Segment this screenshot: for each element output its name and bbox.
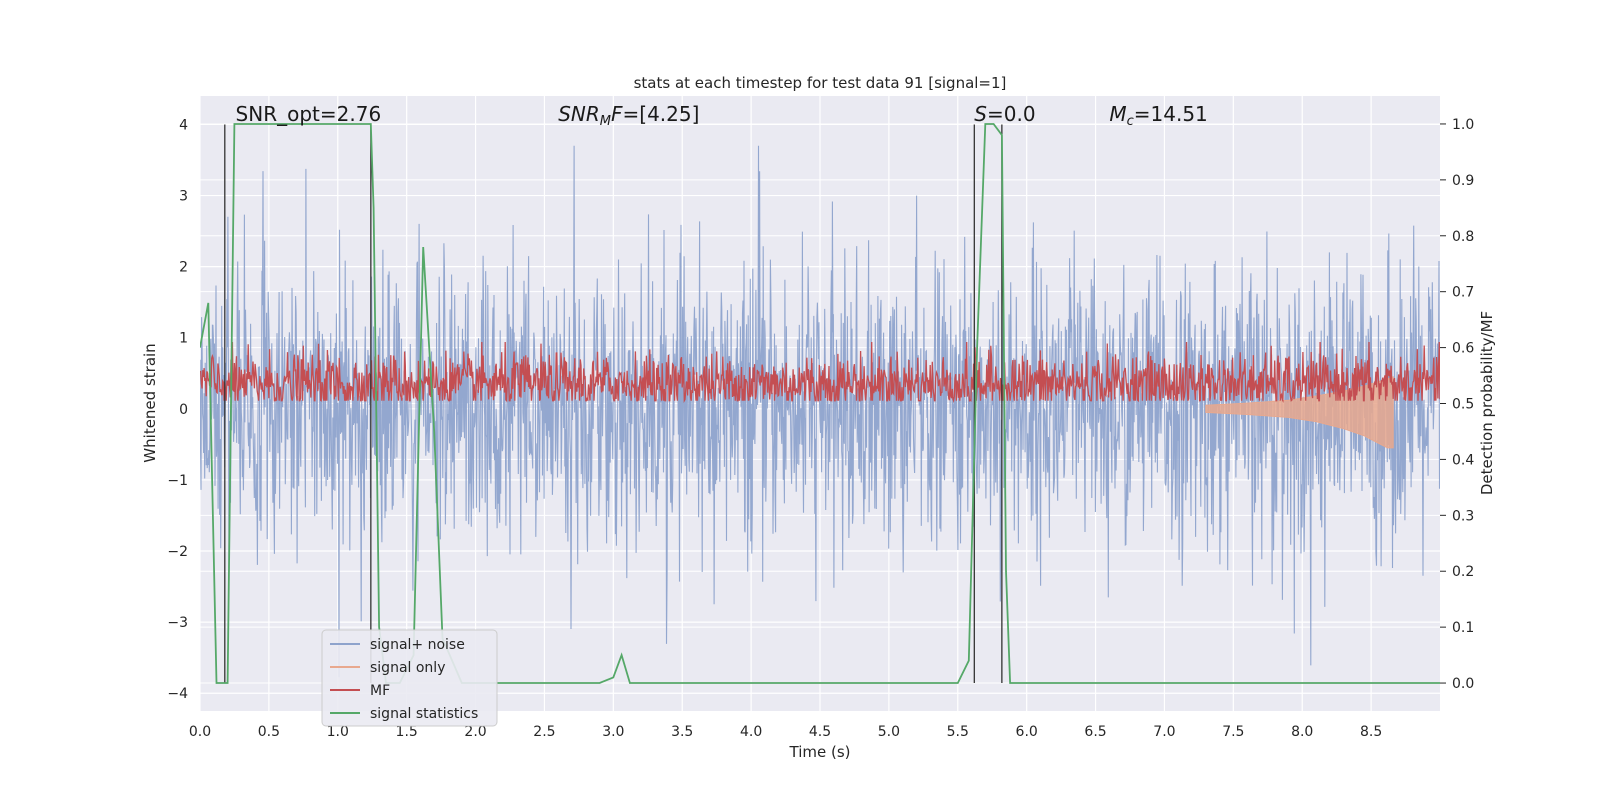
x-tick-label: 6.5 [1084,724,1106,740]
y-left-tick-label: −2 [167,544,188,560]
annotation-2: S=0.0 [974,102,1035,126]
x-axis-ticks: 0.0 0.5 1.0 1.5 2.0 2.5 3.0 3.5 4.0 4.5 5.0 5.5 6.0 6… [189,724,1382,740]
y-left-tick-label: 4 [179,117,188,133]
annotations: SNR_opt=2.76 SNRMF=[4.25] S=0.0 Mc=14.51 [236,102,1208,129]
y-right-tick-label: 1.0 [1452,117,1474,133]
y-left-tick-label: 2 [179,260,188,276]
x-tick-label: 0.0 [189,724,211,740]
x-tick-label: 3.5 [671,724,693,740]
y-right-tick-label: 0.0 [1452,676,1474,692]
series-mf [200,341,1440,404]
x-tick-label: 5.0 [878,724,900,740]
y-right-tick-label: 0.1 [1452,620,1474,636]
x-tick-label: 8.5 [1360,724,1382,740]
x-tick-label: 1.0 [327,724,349,740]
x-tick-label: 1.5 [396,724,418,740]
legend-entry: MF [370,683,390,699]
y-right-tick-label: 0.8 [1452,229,1474,245]
y-right-tick-label: 0.5 [1452,397,1474,413]
y-left-tick-label: −3 [167,615,188,631]
y-left-tick-label: 3 [179,189,188,205]
x-tick-label: 7.5 [1222,724,1244,740]
legend-entry: signal only [370,660,445,676]
x-tick-label: 2.0 [464,724,486,740]
x-tick-label: 5.5 [947,724,969,740]
x-tick-label: 8.0 [1291,724,1313,740]
y-left-axis-label: Whitened strain [141,343,159,462]
y-right-axis-label: Detection probability/MF [1478,311,1496,495]
x-tick-label: 6.0 [1016,724,1038,740]
annotation-1: SNRMF=[4.25] [558,102,699,129]
x-tick-label: 4.5 [809,724,831,740]
y-left-tick-label: −4 [167,686,188,702]
x-tick-label: 0.5 [258,724,280,740]
x-tick-label: 4.0 [740,724,762,740]
y-left-axis-ticks: −4 −3 −2 −1 0 1 2 3 4 [167,117,188,702]
legend-box [321,629,498,727]
x-tick-label: 7.0 [1153,724,1175,740]
y-left-tick-label: −1 [167,473,188,489]
y-left-tick-label: 1 [179,331,188,347]
annotation-3: Mc=14.51 [1109,102,1207,129]
chart-title: stats at each timestep for test data 91 … [634,74,1007,92]
x-tick-label: 2.5 [533,724,555,740]
x-tick-label: 3.0 [602,724,624,740]
legend-entry: signal statistics [370,706,478,722]
x-axis-label: Time (s) [789,743,851,761]
legend: signal+ noise signal only MF signal statist… [321,629,498,727]
series-signal-only [1205,376,1394,449]
annotation-0: SNR_opt=2.76 [236,102,382,126]
y-right-axis-ticks: 0.0 0.1 0.2 0.3 0.4 0.5 0.6 0.7 0.8 0.9 1.0 [1440,117,1474,692]
y-right-tick-label: 0.7 [1452,285,1474,301]
legend-entry: signal+ noise [370,637,465,653]
y-right-tick-label: 0.6 [1452,341,1474,357]
y-right-tick-label: 0.2 [1452,564,1474,580]
y-right-tick-label: 0.3 [1452,508,1474,524]
y-left-tick-label: 0 [179,402,188,418]
y-right-tick-label: 0.4 [1452,452,1474,468]
y-right-tick-label: 0.9 [1452,173,1474,189]
